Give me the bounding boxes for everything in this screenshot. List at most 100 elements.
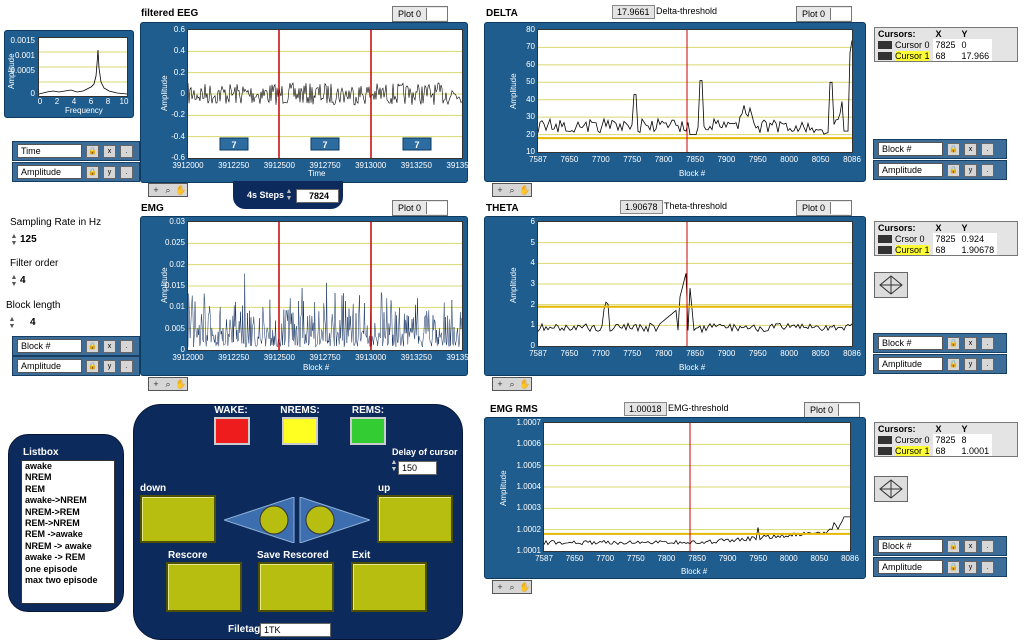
crosshair-icon[interactable]: + xyxy=(497,185,503,195)
zoom-icon[interactable]: ⌕ xyxy=(165,379,171,389)
crosshair-icon[interactable]: + xyxy=(497,379,503,389)
format-y-icon[interactable]: . xyxy=(981,357,994,371)
autoscale-x-icon[interactable]: x xyxy=(964,539,977,553)
filter-order-value[interactable]: 4 xyxy=(20,275,26,286)
rescore-button[interactable] xyxy=(166,562,242,612)
lock-icon[interactable]: 🔒 xyxy=(86,165,99,179)
format-x-icon[interactable]: . xyxy=(120,144,133,158)
filetag-field[interactable]: 1TK xyxy=(260,623,331,637)
block-length-spinner[interactable]: ▲ ▼ xyxy=(8,316,16,330)
delay-field[interactable]: 150 xyxy=(398,461,437,475)
sampling-rate-value[interactable]: 125 xyxy=(20,234,37,245)
state-listbox[interactable]: awake NREM REM awake->NREM NREM->REM REM->NRE… xyxy=(21,460,115,604)
eeg-plot-area[interactable]: 7 7 7 xyxy=(187,29,463,159)
y-scale-name[interactable]: Amplitude xyxy=(878,163,943,177)
theta-cursor-legend[interactable]: Cursors: X Y Crsor 0 7825 0.924 Cursor 1 68 1.90… xyxy=(874,221,1018,256)
crosshair-icon[interactable]: + xyxy=(497,582,503,592)
pan-hand-icon[interactable]: ✋ xyxy=(519,582,531,592)
filter-order-spinner[interactable]: ▲ ▼ xyxy=(10,274,18,288)
listbox-item[interactable]: awake->NREM xyxy=(25,495,87,506)
autoscale-y-icon[interactable]: y xyxy=(103,165,116,179)
zoom-icon[interactable]: ⌕ xyxy=(509,185,515,195)
exit-button[interactable] xyxy=(351,562,427,612)
cursor-row[interactable]: Cursor 1 68 1.90678 xyxy=(875,244,998,255)
listbox-item[interactable]: awake -> REM xyxy=(25,552,86,563)
cursor-row[interactable]: Cursor 1 68 1.0001 xyxy=(875,445,993,456)
format-y-icon[interactable]: . xyxy=(981,163,994,177)
sampling-rate-spinner[interactable]: ▲ ▼ xyxy=(10,233,18,247)
save-rescored-button[interactable] xyxy=(258,562,334,612)
format-y-icon[interactable]: . xyxy=(120,165,133,179)
emg-plot-area[interactable] xyxy=(187,221,463,351)
listbox-item[interactable]: NREM xyxy=(25,472,52,483)
autoscale-y-icon[interactable]: y xyxy=(964,560,977,574)
fft-plot-area[interactable] xyxy=(38,37,128,97)
autoscale-x-icon[interactable]: x xyxy=(964,142,977,156)
autoscale-y-icon[interactable]: y xyxy=(964,163,977,177)
emgrms-plot-legend[interactable]: Plot 0 xyxy=(804,402,861,418)
steps-spinner[interactable]: ▲ ▼ xyxy=(285,188,293,202)
format-x-icon[interactable]: . xyxy=(981,142,994,156)
format-y-icon[interactable]: . xyxy=(120,359,133,373)
lock-icon[interactable]: 🔒 xyxy=(86,144,99,158)
pan-hand-icon[interactable]: ✋ xyxy=(175,379,187,389)
up-button[interactable] xyxy=(377,495,453,543)
x-scale-name[interactable]: Block # xyxy=(878,539,943,553)
lock-icon[interactable]: 🔒 xyxy=(947,560,960,574)
y-scale-name[interactable]: Amplitude xyxy=(878,357,943,371)
steps-field[interactable]: 7824 xyxy=(296,189,339,203)
eeg-plot-legend[interactable]: Plot 0 xyxy=(392,6,449,22)
autoscale-x-icon[interactable]: x xyxy=(964,336,977,350)
listbox-item[interactable]: NREM -> awake xyxy=(25,540,92,551)
x-scale-name[interactable]: Time xyxy=(17,144,82,158)
listbox-item[interactable]: awake xyxy=(25,461,53,471)
lock-icon[interactable]: 🔒 xyxy=(947,163,960,177)
lock-icon[interactable]: 🔒 xyxy=(947,142,960,156)
emgrms-threshold-value[interactable]: 1.00018 xyxy=(624,402,667,416)
zoom-icon[interactable]: ⌕ xyxy=(509,582,515,592)
zoom-icon[interactable]: ⌕ xyxy=(165,185,171,195)
x-scale-name[interactable]: Block # xyxy=(878,336,943,350)
lock-icon[interactable]: 🔒 xyxy=(86,359,99,373)
pan-hand-icon[interactable]: ✋ xyxy=(519,379,531,389)
theta-threshold-value[interactable]: 1.90678 xyxy=(620,200,663,214)
lock-icon[interactable]: 🔒 xyxy=(947,336,960,350)
autoscale-y-icon[interactable]: y xyxy=(964,357,977,371)
lock-icon[interactable]: 🔒 xyxy=(947,539,960,553)
format-x-icon[interactable]: . xyxy=(120,339,133,353)
cursor-mover-icon[interactable] xyxy=(874,272,908,298)
theta-plot-legend[interactable]: Plot 0 xyxy=(796,200,853,216)
format-x-icon[interactable]: . xyxy=(981,336,994,350)
format-x-icon[interactable]: . xyxy=(981,539,994,553)
emgrms-cursor-legend[interactable]: Cursors: X Y Cursor 0 7825 8 Cursor 1 68 1.0001 xyxy=(874,422,1018,457)
emgrms-plot-area[interactable] xyxy=(543,422,851,552)
cursor-row[interactable]: Cursor 0 7825 8 xyxy=(875,434,993,445)
cursor-mover-icon[interactable] xyxy=(874,476,908,502)
listbox-item[interactable]: max two episode xyxy=(25,574,98,585)
delta-cursor-legend[interactable]: Cursors: X Y Cursor 0 7825 0 Cursor 1 68 17.966 xyxy=(874,27,1018,62)
y-scale-name[interactable]: Amplitude xyxy=(17,359,82,373)
listbox-item[interactable]: REM->NREM xyxy=(25,517,80,528)
lock-icon[interactable]: 🔒 xyxy=(947,357,960,371)
zoom-icon[interactable]: ⌕ xyxy=(509,379,515,389)
autoscale-y-icon[interactable]: y xyxy=(103,359,116,373)
listbox-item[interactable]: NREM->REM xyxy=(25,506,80,517)
crosshair-icon[interactable]: + xyxy=(153,185,159,195)
delta-plot-legend[interactable]: Plot 0 xyxy=(796,6,853,22)
listbox-item[interactable]: one episode xyxy=(25,563,78,574)
cursor-row[interactable]: Crsor 0 7825 0.924 xyxy=(875,233,998,244)
x-scale-name[interactable]: Block # xyxy=(878,142,943,156)
autoscale-x-icon[interactable]: x xyxy=(103,144,116,158)
lock-icon[interactable]: 🔒 xyxy=(86,339,99,353)
autoscale-x-icon[interactable]: x xyxy=(103,339,116,353)
cursor-row[interactable]: Cursor 0 7825 0 xyxy=(875,39,993,50)
theta-plot-area[interactable] xyxy=(537,221,853,347)
delta-plot-area[interactable] xyxy=(537,29,853,153)
x-scale-name[interactable]: Block # xyxy=(17,339,82,353)
crosshair-icon[interactable]: + xyxy=(153,379,159,389)
down-button[interactable] xyxy=(140,495,216,543)
listbox-item[interactable]: REM xyxy=(25,483,45,494)
y-scale-name[interactable]: Amplitude xyxy=(878,560,943,574)
cursor-row[interactable]: Cursor 1 68 17.966 xyxy=(875,50,993,61)
block-length-value[interactable]: 4 xyxy=(30,317,36,328)
